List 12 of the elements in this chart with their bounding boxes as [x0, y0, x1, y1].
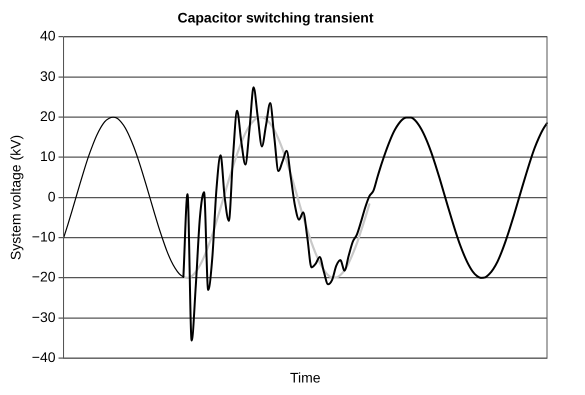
y-tick-label: 10	[40, 148, 56, 164]
chart-title: Capacitor switching transient	[177, 9, 374, 26]
y-tick-label: 30	[40, 68, 56, 84]
y-tick-label: 0	[48, 188, 56, 204]
y-tick-label: 20	[40, 108, 56, 124]
x-axis-title: Time	[290, 369, 321, 386]
y-tick-label: −40	[32, 349, 56, 366]
y-axis-title: System voltage (kV)	[7, 134, 24, 260]
y-tick-label: 40	[40, 28, 56, 44]
y-tick-label: −20	[32, 268, 56, 285]
y-tick-label: −30	[32, 308, 56, 325]
y-tick-label: −10	[32, 228, 56, 245]
